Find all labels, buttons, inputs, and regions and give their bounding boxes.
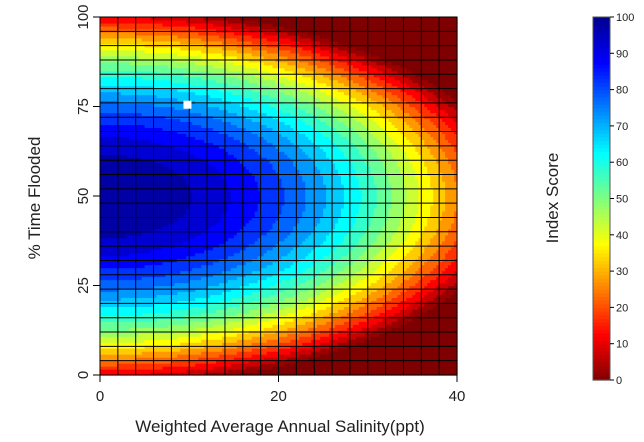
chart-svg: 0 20 40 0255075100 Weighted Average Annual… (0, 0, 644, 442)
